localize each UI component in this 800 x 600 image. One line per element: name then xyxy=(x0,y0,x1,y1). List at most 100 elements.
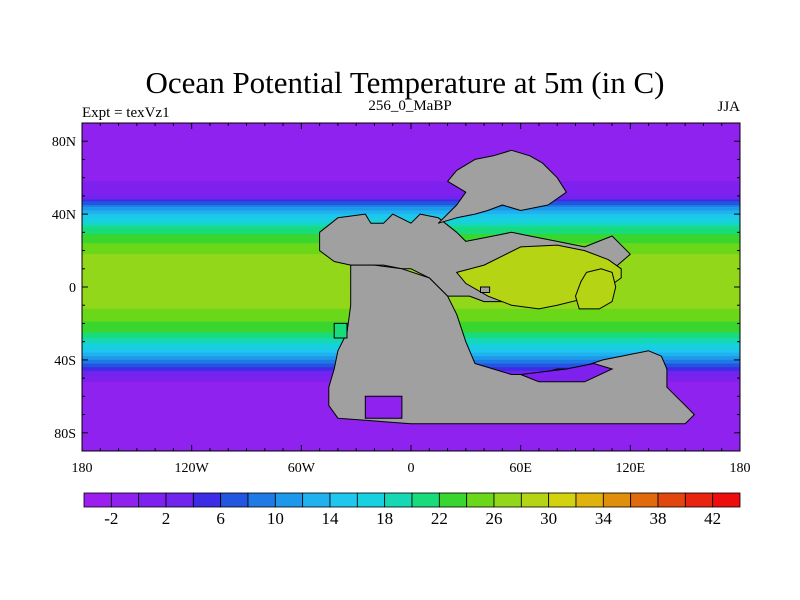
colorbar-swatch xyxy=(520,492,550,508)
colorbar-label: 30 xyxy=(540,509,557,528)
sst-band xyxy=(82,206,740,210)
colorbar-swatch xyxy=(384,492,413,508)
sst-band xyxy=(82,190,740,193)
sst-band xyxy=(82,443,740,447)
colorbar-swatch xyxy=(438,492,468,508)
sst-band xyxy=(82,137,740,140)
sst-band xyxy=(82,130,740,133)
sst-band xyxy=(82,432,740,436)
colorbar-swatch xyxy=(274,492,304,508)
island-a xyxy=(480,286,491,293)
sst-band xyxy=(82,132,740,135)
sst-band xyxy=(82,183,740,186)
colorbar-label: 18 xyxy=(376,509,393,528)
sst-band xyxy=(82,172,740,175)
sst-band xyxy=(82,219,740,222)
sst-band xyxy=(82,143,740,146)
sst-band xyxy=(82,186,740,190)
sst-band xyxy=(82,166,740,170)
colorbar-label: 14 xyxy=(322,509,340,528)
y-tick-label: 40N xyxy=(52,208,76,223)
sst-band xyxy=(82,208,740,212)
sst-band xyxy=(82,427,740,430)
colorbar-label: 2 xyxy=(162,509,171,528)
colorbar-swatch xyxy=(302,492,331,508)
y-tick-label: 80N xyxy=(52,135,76,150)
colorbar-swatch xyxy=(192,492,222,508)
sst-band xyxy=(82,164,740,168)
sst-band xyxy=(82,203,740,206)
sst-band xyxy=(82,217,740,221)
inland-basin xyxy=(574,268,617,310)
colorbar-swatch xyxy=(712,492,741,508)
sst-band xyxy=(82,197,740,201)
pangaea-south-landmass xyxy=(328,264,695,425)
sst-band xyxy=(82,436,740,439)
sst-band xyxy=(82,141,740,144)
colorbar-swatch xyxy=(602,492,632,508)
sst-band xyxy=(82,159,740,162)
colorbar-label: 38 xyxy=(650,509,667,528)
colorbar-swatch xyxy=(466,492,495,508)
sst-band xyxy=(82,192,740,195)
experiment-label: Expt = texVz1 xyxy=(82,105,170,121)
colorbar-label: -2 xyxy=(104,509,118,528)
colorbar-labels: -2 2 6 10 14 18 22 26 30 34 38 42 xyxy=(104,509,721,528)
sst-band xyxy=(82,168,740,171)
period-label: 256_0_MaBP xyxy=(368,98,451,114)
colorbar-swatch xyxy=(220,492,249,508)
colorbar xyxy=(83,492,741,508)
sst-band xyxy=(82,425,740,428)
x-tick-label: 180 xyxy=(72,461,93,476)
y-tick-label: 0 xyxy=(69,281,76,296)
sst-band xyxy=(82,215,740,219)
south-coast-sea xyxy=(520,362,614,383)
sst-band xyxy=(82,181,740,184)
x-tick-label: 180 xyxy=(730,461,751,476)
x-tick-label: 120E xyxy=(616,461,646,476)
sst-band xyxy=(82,153,740,157)
sst-band xyxy=(82,194,740,197)
sst-band xyxy=(82,205,740,208)
colorbar-label: 26 xyxy=(486,509,503,528)
colorbar-swatch xyxy=(247,492,276,508)
sst-band xyxy=(82,150,740,153)
sst-band xyxy=(82,161,740,164)
colorbar-swatch xyxy=(329,492,358,508)
sst-band xyxy=(82,152,740,155)
sst-band xyxy=(82,175,740,179)
sst-band xyxy=(82,163,740,166)
season-label: JJA xyxy=(717,99,740,115)
colorbar-swatch xyxy=(110,492,140,508)
sst-band xyxy=(82,268,740,272)
colorbar-label: 6 xyxy=(216,509,225,528)
sst-band xyxy=(82,148,740,151)
sst-band xyxy=(82,157,740,161)
map-plot-area xyxy=(82,123,740,451)
north-polar-continent-landmass xyxy=(437,149,567,224)
sst-band xyxy=(82,210,740,213)
colorbar-swatch xyxy=(356,492,386,508)
colorbar-label: 10 xyxy=(267,509,284,528)
sst-band xyxy=(82,135,740,139)
sst-band xyxy=(82,155,740,159)
sst-band xyxy=(82,146,740,150)
y-tick-label: 40S xyxy=(54,354,76,369)
colorbar-swatch xyxy=(165,492,194,508)
colorbar-swatch xyxy=(684,492,714,508)
colorbar-swatch xyxy=(575,492,604,508)
x-tick-label: 0 xyxy=(408,461,415,476)
chart-title: Ocean Potential Temperature at 5m (in C) xyxy=(146,65,665,100)
sst-band xyxy=(82,177,740,181)
sst-band xyxy=(82,179,740,182)
sst-band xyxy=(82,434,740,438)
southern-lake xyxy=(364,395,403,419)
colorbar-swatch xyxy=(411,492,440,508)
colorbar-swatch xyxy=(548,492,577,508)
sst-band xyxy=(82,438,740,441)
colorbar-swatch xyxy=(630,492,659,508)
colorbar-swatch xyxy=(83,492,112,508)
sst-band xyxy=(82,201,740,204)
sst-band xyxy=(82,128,740,131)
colorbar-label: 22 xyxy=(431,509,448,528)
